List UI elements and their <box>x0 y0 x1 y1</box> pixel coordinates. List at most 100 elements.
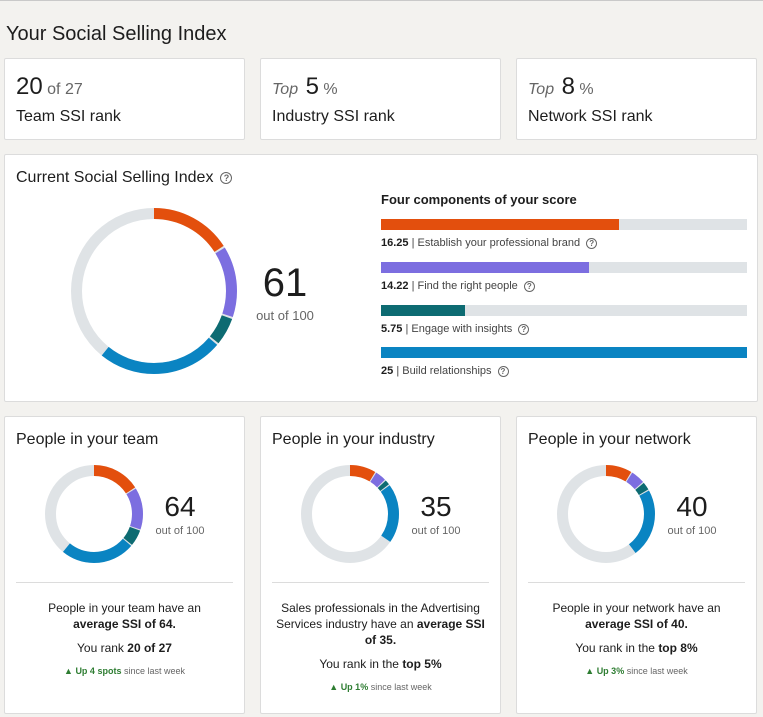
network-donut <box>557 465 655 563</box>
help-icon[interactable]: ? <box>220 172 233 184</box>
industry-out-of: out of 100 <box>411 525 461 537</box>
team-trend-bold: Up 4 spots <box>75 666 122 676</box>
industry-rank-pre: You rank in the <box>319 657 399 671</box>
triangle-up-icon: ▲ <box>64 666 73 676</box>
brand-segment <box>301 465 399 563</box>
team-desc: People in your team have an average SSI … <box>15 600 234 632</box>
relationships-segment <box>557 465 655 563</box>
insights-text: | Engage with insights <box>405 323 513 335</box>
industry-desc: Sales professionals in the Advertising S… <box>271 600 490 648</box>
team-rank-bold: 20 of 27 <box>127 641 172 655</box>
brand-value: 16.25 <box>381 237 409 249</box>
network-rank-line: You rank in the top 8% <box>517 641 756 655</box>
current-ssi-out-of: out of 100 <box>256 308 314 323</box>
industry-desc-text: Sales professionals in the Advertising S… <box>276 601 480 631</box>
industry-trend-bold: Up 1% <box>340 682 369 692</box>
triangle-up-icon: ▲ <box>585 666 595 676</box>
insights-label: 5.75 | Engage with insights ? <box>381 323 530 335</box>
network-rank-prefix: Top <box>528 81 555 98</box>
brand-bar-fill <box>381 219 619 230</box>
network-rank-value: 8 <box>561 73 575 100</box>
network-rank-bold: top 8% <box>658 641 698 655</box>
network-trend: ▲ Up 3% since last week <box>517 666 756 676</box>
brand-bar <box>381 219 747 230</box>
current-ssi-donut <box>71 208 237 374</box>
industry-trend-rest: since last week <box>370 682 432 692</box>
team-rank-line: You rank 20 of 27 <box>5 641 244 655</box>
industry-rank-value: 5 <box>305 73 319 100</box>
find-people-segment <box>71 208 237 374</box>
insights-bar-fill <box>381 305 466 316</box>
help-icon[interactable]: ? <box>586 237 598 249</box>
triangle-up-icon: ▲ <box>329 682 339 692</box>
industry-rank-card: Top 5 % Industry SSI rank <box>260 58 501 140</box>
team-rank-pre: You rank <box>77 641 124 655</box>
find-people-label: 14.22 | Find the right people ? <box>381 280 535 292</box>
help-icon[interactable]: ? <box>518 323 530 335</box>
industry-rank-line: You rank in the top 5% <box>261 657 500 671</box>
relationships-segment <box>301 465 399 563</box>
team-donut <box>45 465 143 563</box>
components-title: Four components of your score <box>381 192 577 207</box>
team-avg: average SSI of 64. <box>73 617 176 631</box>
team-card-title: People in your team <box>16 431 159 448</box>
relationships-segment <box>71 208 237 374</box>
network-rank-card: Top 8 % Network SSI rank <box>516 58 757 140</box>
network-card: People in your network 40 out of 100 Peo… <box>516 416 757 714</box>
divider <box>16 582 233 583</box>
find-people-bar <box>381 262 747 273</box>
network-card-title: People in your network <box>528 431 691 448</box>
find-people-value: 14.22 <box>381 280 409 292</box>
brand-label: 16.25 | Establish your professional bran… <box>381 237 598 249</box>
network-avg: average SSI of 40. <box>585 617 688 631</box>
current-ssi-card: Current Social Selling Index ? 61 out of… <box>4 154 758 402</box>
insights-value: 5.75 <box>381 323 403 335</box>
network-score: 40 <box>676 491 708 522</box>
industry-card-title: People in your industry <box>272 431 435 448</box>
network-rank-unit: % <box>579 81 594 98</box>
relationships-segment <box>45 465 143 563</box>
current-ssi-score: 61 <box>262 261 308 305</box>
team-card: People in your team 64 out of 100 People… <box>4 416 245 714</box>
industry-rank-label: Industry SSI rank <box>272 108 395 125</box>
help-icon[interactable]: ? <box>523 280 535 292</box>
current-ssi-title: Current Social Selling Index <box>16 169 214 186</box>
industry-trend: ▲ Up 1% since last week <box>261 682 500 692</box>
help-icon[interactable]: ? <box>497 365 509 377</box>
industry-avg: average SSI of 35. <box>364 617 485 647</box>
page-title: Your Social Selling Index <box>6 23 227 45</box>
team-score: 64 <box>164 491 196 522</box>
brand-segment <box>45 465 143 563</box>
network-desc: People in your network have an average S… <box>527 600 746 632</box>
network-out-of: out of 100 <box>667 525 717 537</box>
find-people-segment <box>45 465 143 563</box>
brand-segment <box>71 208 237 374</box>
network-desc-text: People in your network have an <box>552 601 721 615</box>
brand-text: | Establish your professional brand <box>411 237 581 249</box>
team-desc-text: People in your team have an <box>48 601 201 615</box>
team-trend: ▲ Up 4 spots since last week <box>5 666 244 676</box>
relationships-text: | Build relationships <box>396 365 492 377</box>
team-rank-card: 20 of 27 Team SSI rank <box>4 58 245 140</box>
brand-segment <box>557 465 655 563</box>
network-trend-rest: since last week <box>626 666 688 676</box>
find-people-bar-fill <box>381 262 590 273</box>
insights-bar <box>381 305 747 316</box>
industry-rank-bold: top 5% <box>402 657 442 671</box>
relationships-bar-fill <box>381 347 747 358</box>
divider <box>528 582 745 583</box>
relationships-value: 25 <box>381 365 394 377</box>
network-rank-pre: You rank in the <box>575 641 655 655</box>
industry-donut <box>301 465 399 563</box>
industry-rank-prefix: Top <box>272 81 299 98</box>
relationships-bar <box>381 347 747 358</box>
team-out-of: out of 100 <box>155 525 205 537</box>
team-rank-total: of 27 <box>47 81 83 98</box>
network-trend-bold: Up 3% <box>596 666 625 676</box>
industry-score: 35 <box>420 491 452 522</box>
network-rank-label: Network SSI rank <box>528 108 653 125</box>
industry-rank-unit: % <box>323 81 338 98</box>
divider <box>272 582 489 583</box>
team-rank-value: 20 <box>16 73 43 100</box>
relationships-label: 25 | Build relationships ? <box>381 365 509 377</box>
